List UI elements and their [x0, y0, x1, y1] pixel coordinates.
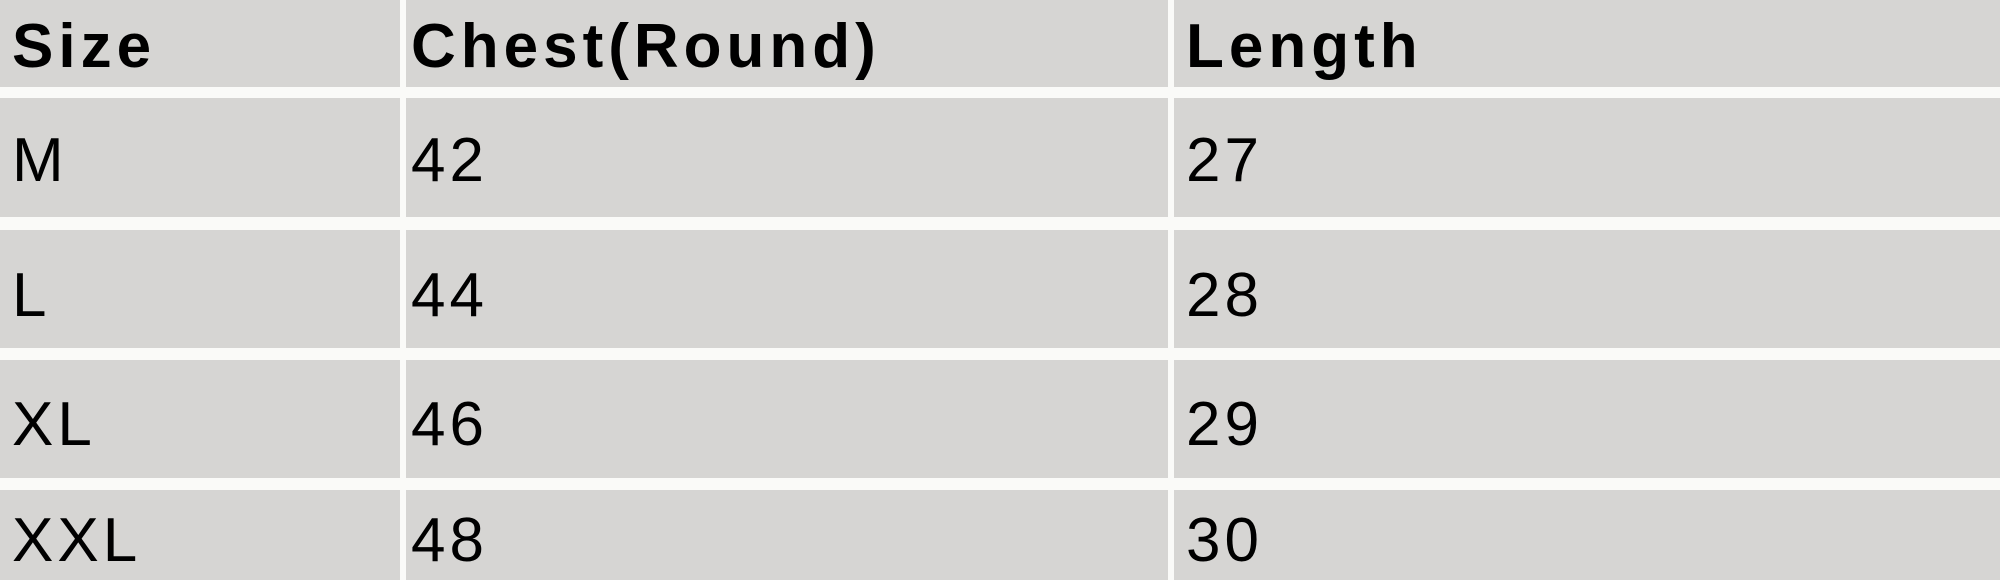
table-row-xxl-length: 30 [1174, 490, 2000, 580]
cell-text: 29 [1186, 390, 1263, 459]
cell-text: 44 [411, 261, 488, 330]
table-row-l-size: L [0, 230, 400, 348]
header-label: Length [1186, 12, 1423, 81]
header-length: Length [1174, 0, 2000, 87]
cell-text: 30 [1186, 506, 1263, 575]
table-row-m-length: 27 [1174, 98, 2000, 217]
table-row-m-chest: 42 [406, 98, 1168, 217]
cell-text: 28 [1186, 261, 1263, 330]
cell-text: 42 [411, 126, 488, 195]
table-row-xl-length: 29 [1174, 360, 2000, 478]
table-row-xl-size: XL [0, 360, 400, 478]
header-label: Size [12, 12, 157, 81]
cell-text: 27 [1186, 126, 1263, 195]
cell-text: M [12, 126, 68, 195]
table-row-l-length: 28 [1174, 230, 2000, 348]
table-row-xl-chest: 46 [406, 360, 1168, 478]
cell-text: L [12, 261, 51, 330]
cell-text: 48 [411, 506, 488, 575]
cell-text: XXL [12, 506, 142, 575]
table-row-xxl-chest: 48 [406, 490, 1168, 580]
cell-text: 46 [411, 390, 488, 459]
table-row-xxl-size: XXL [0, 490, 400, 580]
header-chest: Chest(Round) [406, 0, 1168, 87]
header-label: Chest(Round) [411, 12, 881, 81]
table-row-l-chest: 44 [406, 230, 1168, 348]
table-row-m-size: M [0, 98, 400, 217]
cell-text: XL [12, 390, 96, 459]
header-size: Size [0, 0, 400, 87]
